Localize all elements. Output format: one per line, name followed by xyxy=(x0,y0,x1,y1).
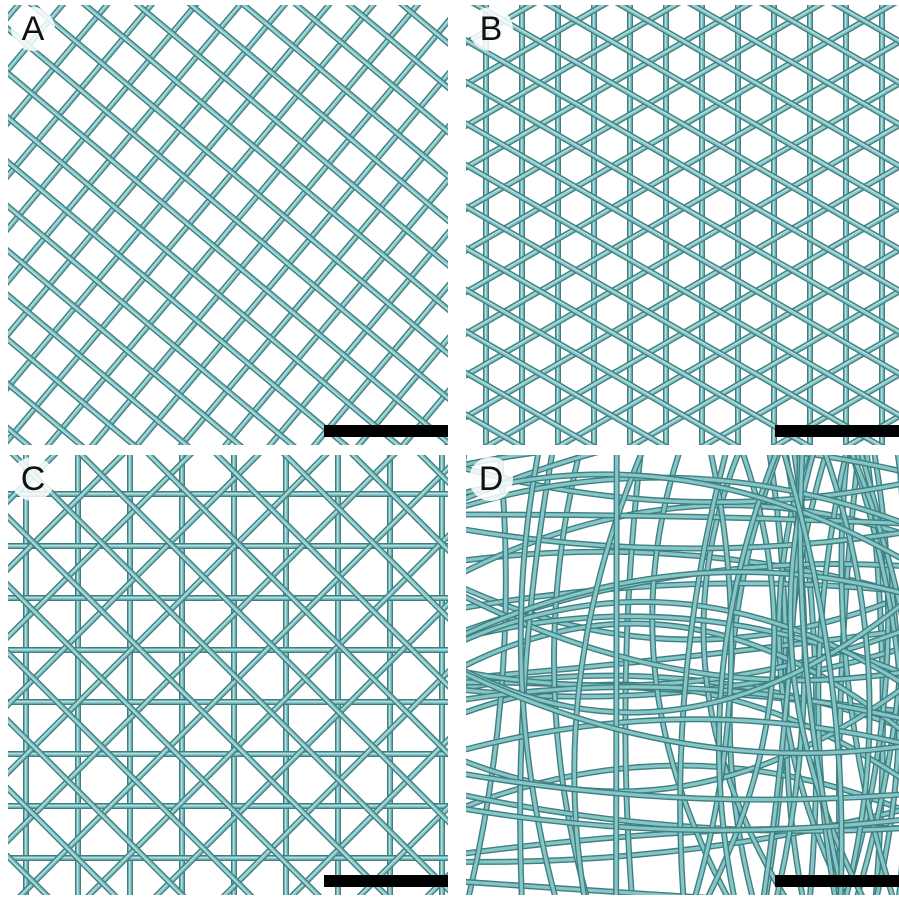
panel xyxy=(8,5,448,445)
fiber-family xyxy=(8,455,448,895)
panel-label: D xyxy=(479,460,504,498)
fiber-family xyxy=(466,5,899,445)
scale-bar xyxy=(324,425,448,437)
fiber xyxy=(616,445,617,899)
scale-bar xyxy=(324,875,448,887)
panel xyxy=(466,5,899,445)
scale-bar xyxy=(775,425,899,437)
panel xyxy=(8,455,448,895)
scale-bar xyxy=(775,875,899,887)
panel-label: A xyxy=(22,10,45,48)
fiber-family xyxy=(8,5,448,445)
panel-label: B xyxy=(480,10,503,48)
panel-label: C xyxy=(21,460,46,498)
figure: A B C D xyxy=(0,0,899,899)
